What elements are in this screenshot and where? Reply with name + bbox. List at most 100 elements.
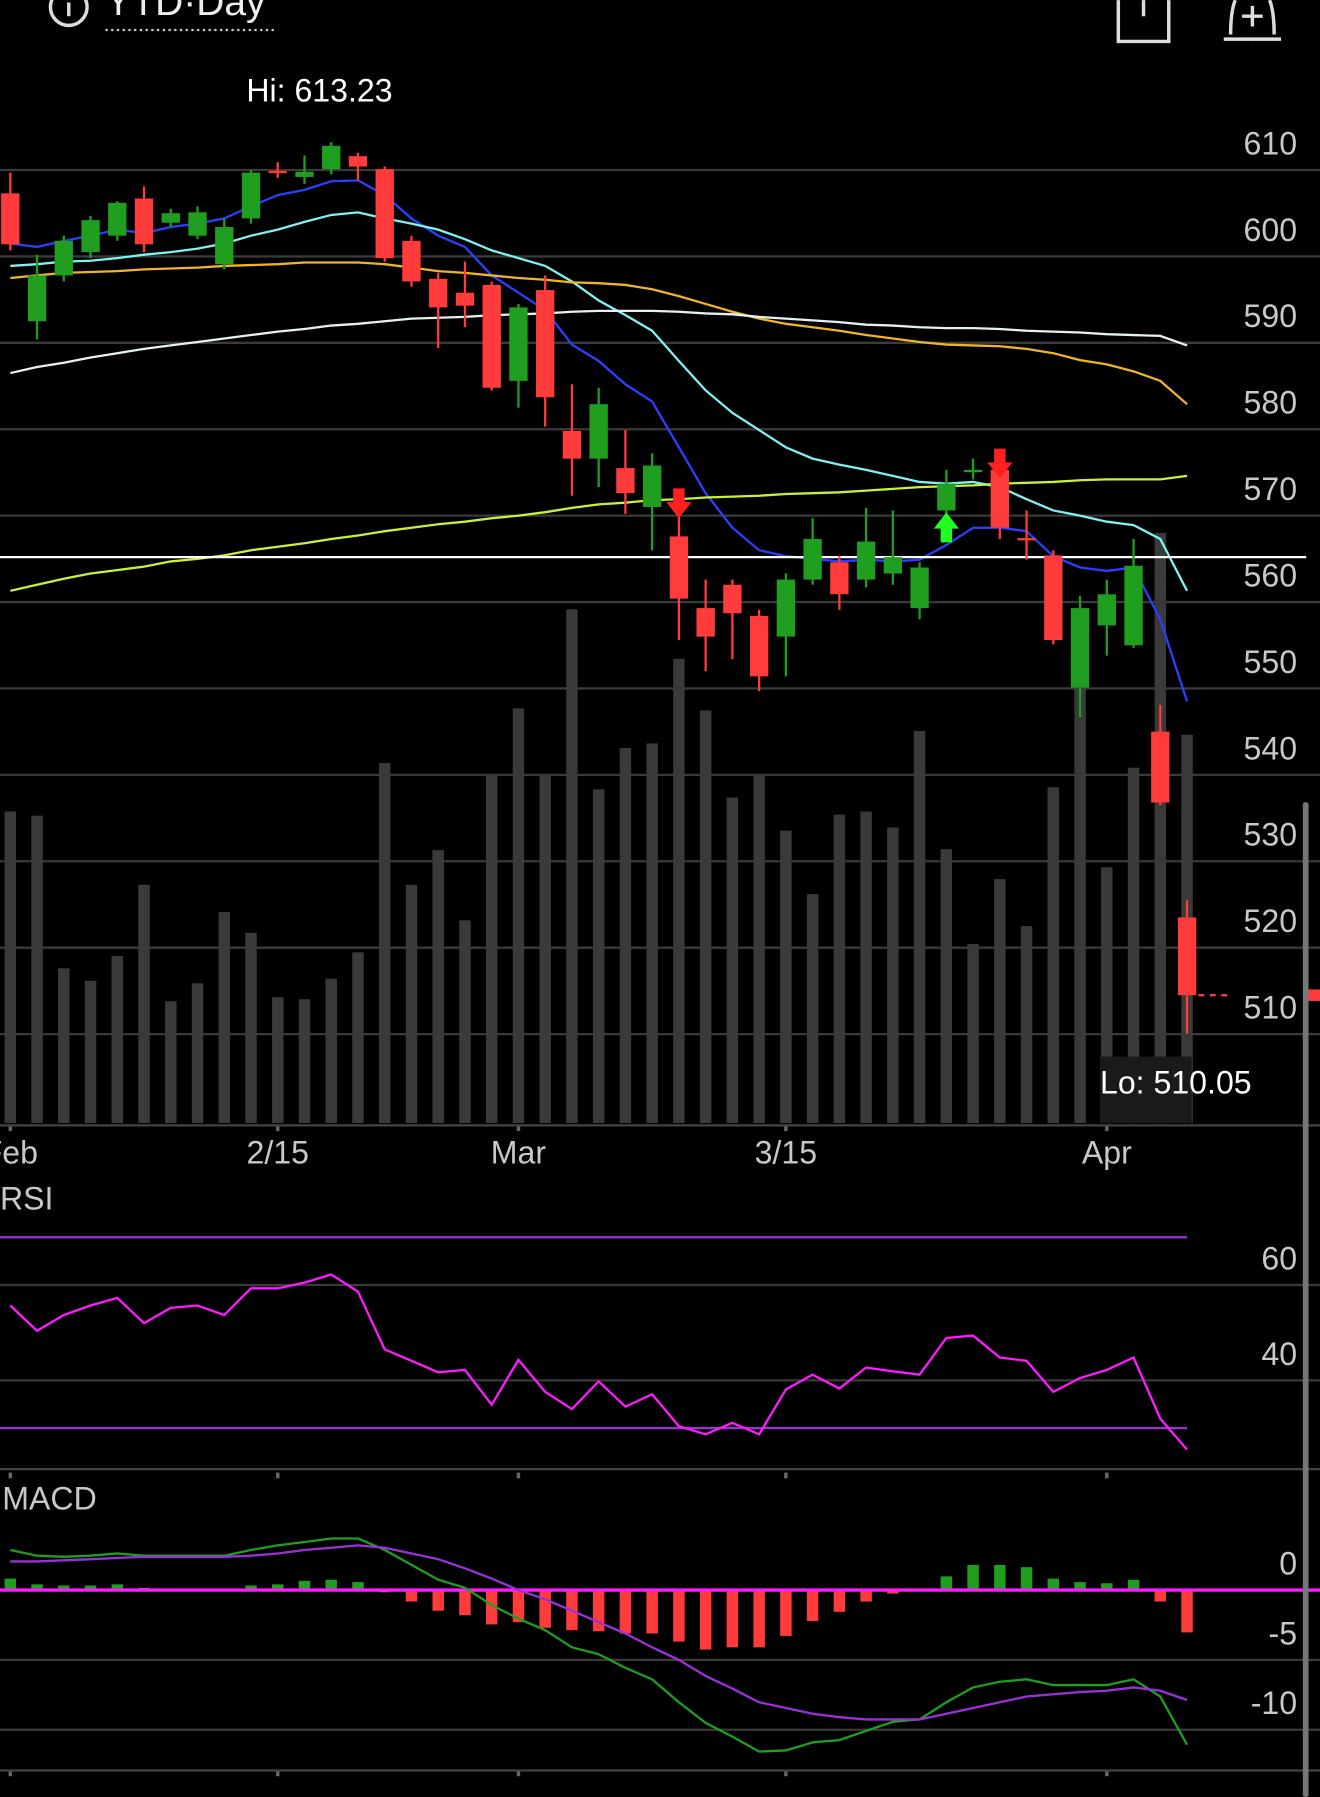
candle-body: [669, 536, 689, 599]
macd-histogram-bar: [432, 1590, 444, 1611]
candle-body: [295, 171, 314, 177]
candle-body: [856, 541, 876, 580]
volume-bar: [994, 879, 1006, 1124]
x-tick-label: Feb: [0, 1135, 38, 1171]
candle-body: [696, 608, 715, 637]
volume-bar: [31, 815, 43, 1124]
macd-histogram-bar: [4, 1578, 17, 1591]
macd-histogram-bar: [352, 1582, 364, 1591]
info-icon: [48, 0, 89, 28]
macd-histogram-bar: [940, 1576, 953, 1591]
candle-body: [429, 278, 448, 308]
volume-bar: [1020, 926, 1033, 1124]
info-button[interactable]: [48, 0, 89, 28]
volume-bar: [405, 884, 418, 1124]
scrollbar[interactable]: [1302, 802, 1309, 1797]
candle-body: [268, 170, 287, 174]
candle-body: [402, 240, 421, 282]
y-tick-label: 0: [1279, 1545, 1297, 1581]
candle-body: [642, 465, 662, 508]
volume-bar: [138, 884, 150, 1124]
macd-histogram-bar: [699, 1590, 712, 1650]
macd-histogram-bar: [1101, 1583, 1113, 1591]
macd-histogram-bar: [887, 1590, 899, 1594]
macd-histogram-bar: [1154, 1590, 1167, 1602]
candle-body: [1124, 565, 1143, 646]
candle-body: [776, 579, 796, 637]
volume-bar: [860, 811, 872, 1124]
x-tick-label: 3/15: [755, 1135, 817, 1171]
macd-histogram-bar: [646, 1590, 658, 1634]
macd-histogram-bar: [245, 1585, 257, 1591]
macd-histogram-bar: [58, 1585, 70, 1591]
candle-body: [1177, 917, 1197, 996]
y-tick-label: 510: [1244, 989, 1298, 1025]
volume-bar: [940, 849, 953, 1124]
candle-body: [963, 469, 983, 473]
y-tick-label: 560: [1244, 557, 1298, 593]
alert-button[interactable]: [1223, 0, 1282, 44]
y-tick-label: -10: [1251, 1685, 1297, 1721]
candle-body: [990, 469, 1009, 528]
volume-bar: [352, 952, 364, 1124]
share-button[interactable]: [1116, 0, 1171, 44]
volume-bar: [165, 1001, 177, 1124]
candle-body: [241, 172, 261, 219]
x-tick-label: Apr: [1082, 1135, 1132, 1171]
volume-bar: [833, 814, 846, 1124]
candle-body: [54, 240, 73, 276]
macd-histogram-bar: [1127, 1579, 1140, 1591]
macd-histogram-bar: [967, 1564, 979, 1591]
macd-histogram-bar: [860, 1590, 872, 1602]
candle-body: [455, 292, 475, 306]
volume-bar: [432, 850, 444, 1124]
macd-histogram-bar: [31, 1584, 43, 1591]
timeframe-selector[interactable]: YTD·Day: [105, 0, 266, 24]
macd-histogram-bar: [673, 1590, 685, 1642]
macd-histogram-bar: [806, 1590, 819, 1621]
candle-body: [803, 538, 822, 580]
volume-bar: [1154, 532, 1167, 1124]
candle-body: [81, 220, 100, 253]
volume-bar: [512, 708, 525, 1124]
bell-icon: [1223, 0, 1282, 44]
volume-bar: [84, 980, 97, 1124]
candle-body: [1044, 555, 1063, 641]
last-price-marker: [1308, 989, 1320, 1001]
candle-body: [27, 275, 47, 322]
macd-histogram-bar: [726, 1590, 739, 1648]
y-tick-label: 610: [1244, 125, 1298, 161]
lo-label-backdrop: [1100, 1056, 1192, 1124]
volume-bar: [566, 609, 578, 1124]
candle-body: [830, 562, 849, 595]
candle-body: [589, 404, 608, 459]
volume-bar: [1074, 687, 1086, 1124]
y-tick-label: -5: [1269, 1615, 1298, 1651]
buy-signal: [933, 512, 959, 543]
candle-body: [509, 307, 528, 381]
y-tick-label: 530: [1244, 817, 1298, 853]
volume-bar: [378, 763, 391, 1124]
macd-histogram-bar: [753, 1590, 765, 1648]
candle-body: [1097, 594, 1116, 626]
macd-histogram-bar: [780, 1590, 792, 1636]
macd-histogram-bar: [325, 1579, 337, 1591]
volume-bar: [325, 978, 337, 1124]
volume-bar: [1047, 787, 1060, 1124]
macd-histogram-bar: [298, 1580, 311, 1591]
volume-bar: [58, 968, 70, 1124]
macd-histogram-bar: [539, 1590, 551, 1628]
high-label: Hi: 613.23: [246, 72, 392, 108]
volume-bar: [539, 775, 551, 1124]
candle-body: [108, 202, 127, 236]
y-tick-label: 520: [1244, 903, 1298, 939]
candle-body: [322, 145, 341, 170]
candle-body: [883, 557, 903, 574]
candle-body: [188, 212, 207, 236]
candle-body: [723, 584, 742, 614]
sell-signal: [987, 448, 1013, 479]
macd-histogram-bar: [833, 1590, 846, 1612]
y-tick-label: 540: [1244, 730, 1298, 766]
x-tick-label: 2/15: [247, 1135, 309, 1171]
volume-bar: [699, 710, 712, 1124]
